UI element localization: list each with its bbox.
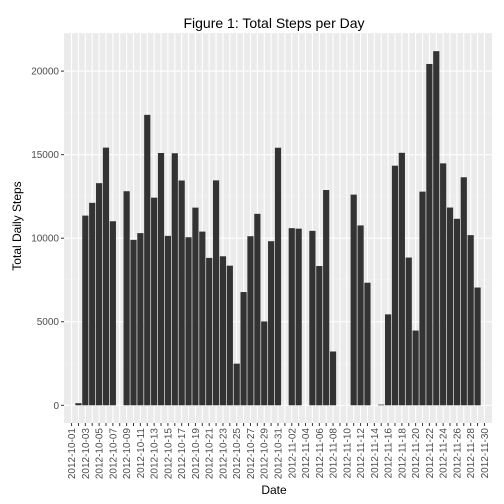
bar [433, 51, 440, 406]
x-tick-label: 2012-10-03 [81, 428, 92, 480]
y-tick-label: 10000 [31, 234, 59, 245]
bar [178, 180, 185, 406]
bar [261, 321, 268, 406]
bar [137, 233, 144, 406]
bar [426, 63, 433, 406]
bar [164, 235, 171, 406]
x-tick-label: 2012-10-23 [218, 428, 229, 480]
bar [254, 213, 261, 406]
bar [171, 153, 178, 406]
bar [350, 194, 357, 406]
bar [364, 282, 371, 406]
x-tick-label: 2012-11-20 [411, 428, 422, 479]
bar [130, 239, 137, 406]
x-tick-label: 2012-10-01 [67, 428, 78, 480]
y-tick-label: 15000 [31, 150, 59, 161]
bar [467, 235, 474, 406]
x-tick-label: 2012-11-22 [425, 428, 436, 479]
y-tick-label: 0 [53, 401, 59, 412]
bar [440, 163, 447, 406]
bar [75, 403, 82, 406]
bar [391, 165, 399, 406]
bar [398, 152, 405, 406]
x-tick-label: 2012-11-30 [480, 428, 491, 479]
x-tick-label: 2012-10-05 [95, 428, 106, 480]
bar [323, 190, 330, 406]
y-axis-title: Total Daily Steps [10, 181, 24, 270]
x-tick-label: 2012-10-17 [177, 428, 188, 480]
bar [82, 215, 89, 406]
bar [233, 363, 240, 406]
x-tick-label: 2012-10-19 [191, 428, 202, 480]
bar [192, 207, 199, 406]
bar [206, 257, 213, 406]
x-tick-label: 2012-11-12 [356, 428, 367, 479]
bar [274, 147, 282, 406]
bar [240, 292, 247, 406]
x-tick-label: 2012-10-21 [205, 428, 216, 480]
bar [405, 257, 412, 406]
chart-title: Figure 1: Total Steps per Day [183, 15, 364, 31]
x-tick-label: 2012-11-06 [315, 428, 326, 479]
bar [385, 314, 392, 406]
x-tick-label: 2012-10-27 [246, 428, 257, 480]
x-tick-label: 2012-10-07 [108, 428, 119, 480]
bar [378, 404, 385, 406]
x-tick-label: 2012-11-08 [329, 428, 340, 479]
x-tick-label: 2012-10-09 [122, 428, 133, 480]
x-tick-label: 2012-10-25 [232, 428, 243, 480]
x-tick-label: 2012-11-28 [466, 428, 477, 479]
x-tick-label: 2012-10-29 [260, 428, 271, 480]
x-tick-label: 2012-11-10 [342, 428, 353, 479]
bar [89, 202, 96, 406]
x-tick-label: 2012-10-13 [150, 428, 161, 480]
y-tick-label: 5000 [37, 317, 60, 328]
x-tick-label: 2012-10-31 [274, 428, 285, 480]
bar [247, 236, 254, 406]
x-axis-title: Date [261, 483, 287, 497]
x-tick-label: 2012-10-11 [136, 428, 147, 479]
bar [309, 230, 316, 406]
y-axis: 0 5000 10000 15000 20000 [31, 67, 64, 412]
bar [288, 228, 295, 406]
bar [474, 287, 481, 406]
bar [199, 231, 206, 406]
bar [123, 191, 130, 406]
x-tick-label: 2012-11-02 [287, 428, 298, 479]
x-tick-label: 2012-11-26 [452, 428, 463, 479]
bar [212, 180, 220, 406]
bar [226, 265, 233, 406]
bar [357, 225, 364, 406]
x-tick-label: 2012-10-15 [163, 428, 174, 480]
bar [157, 153, 165, 406]
bar [412, 330, 419, 406]
bar [102, 147, 110, 406]
x-tick-label: 2012-11-16 [384, 428, 395, 479]
y-tick-label: 20000 [31, 67, 59, 78]
x-tick-label: 2012-11-14 [370, 428, 381, 479]
x-axis: 2012-10-01 2012-10-03 2012-10-05 2012-10-07… [67, 423, 491, 479]
bar [144, 114, 151, 406]
bar [268, 241, 275, 406]
x-tick-label: 2012-11-24 [439, 428, 450, 479]
bar [219, 256, 227, 406]
bar [295, 228, 302, 406]
bar [151, 197, 158, 406]
bar [419, 191, 426, 406]
bar [460, 177, 467, 406]
bar [185, 237, 192, 406]
bar [453, 218, 461, 406]
bar [95, 183, 103, 406]
bar [316, 266, 323, 406]
x-tick-label: 2012-11-18 [397, 428, 408, 479]
bar [109, 221, 116, 406]
bar [446, 207, 454, 406]
bar-series [75, 51, 481, 406]
x-tick-label: 2012-11-04 [301, 428, 312, 479]
bar [329, 351, 337, 406]
